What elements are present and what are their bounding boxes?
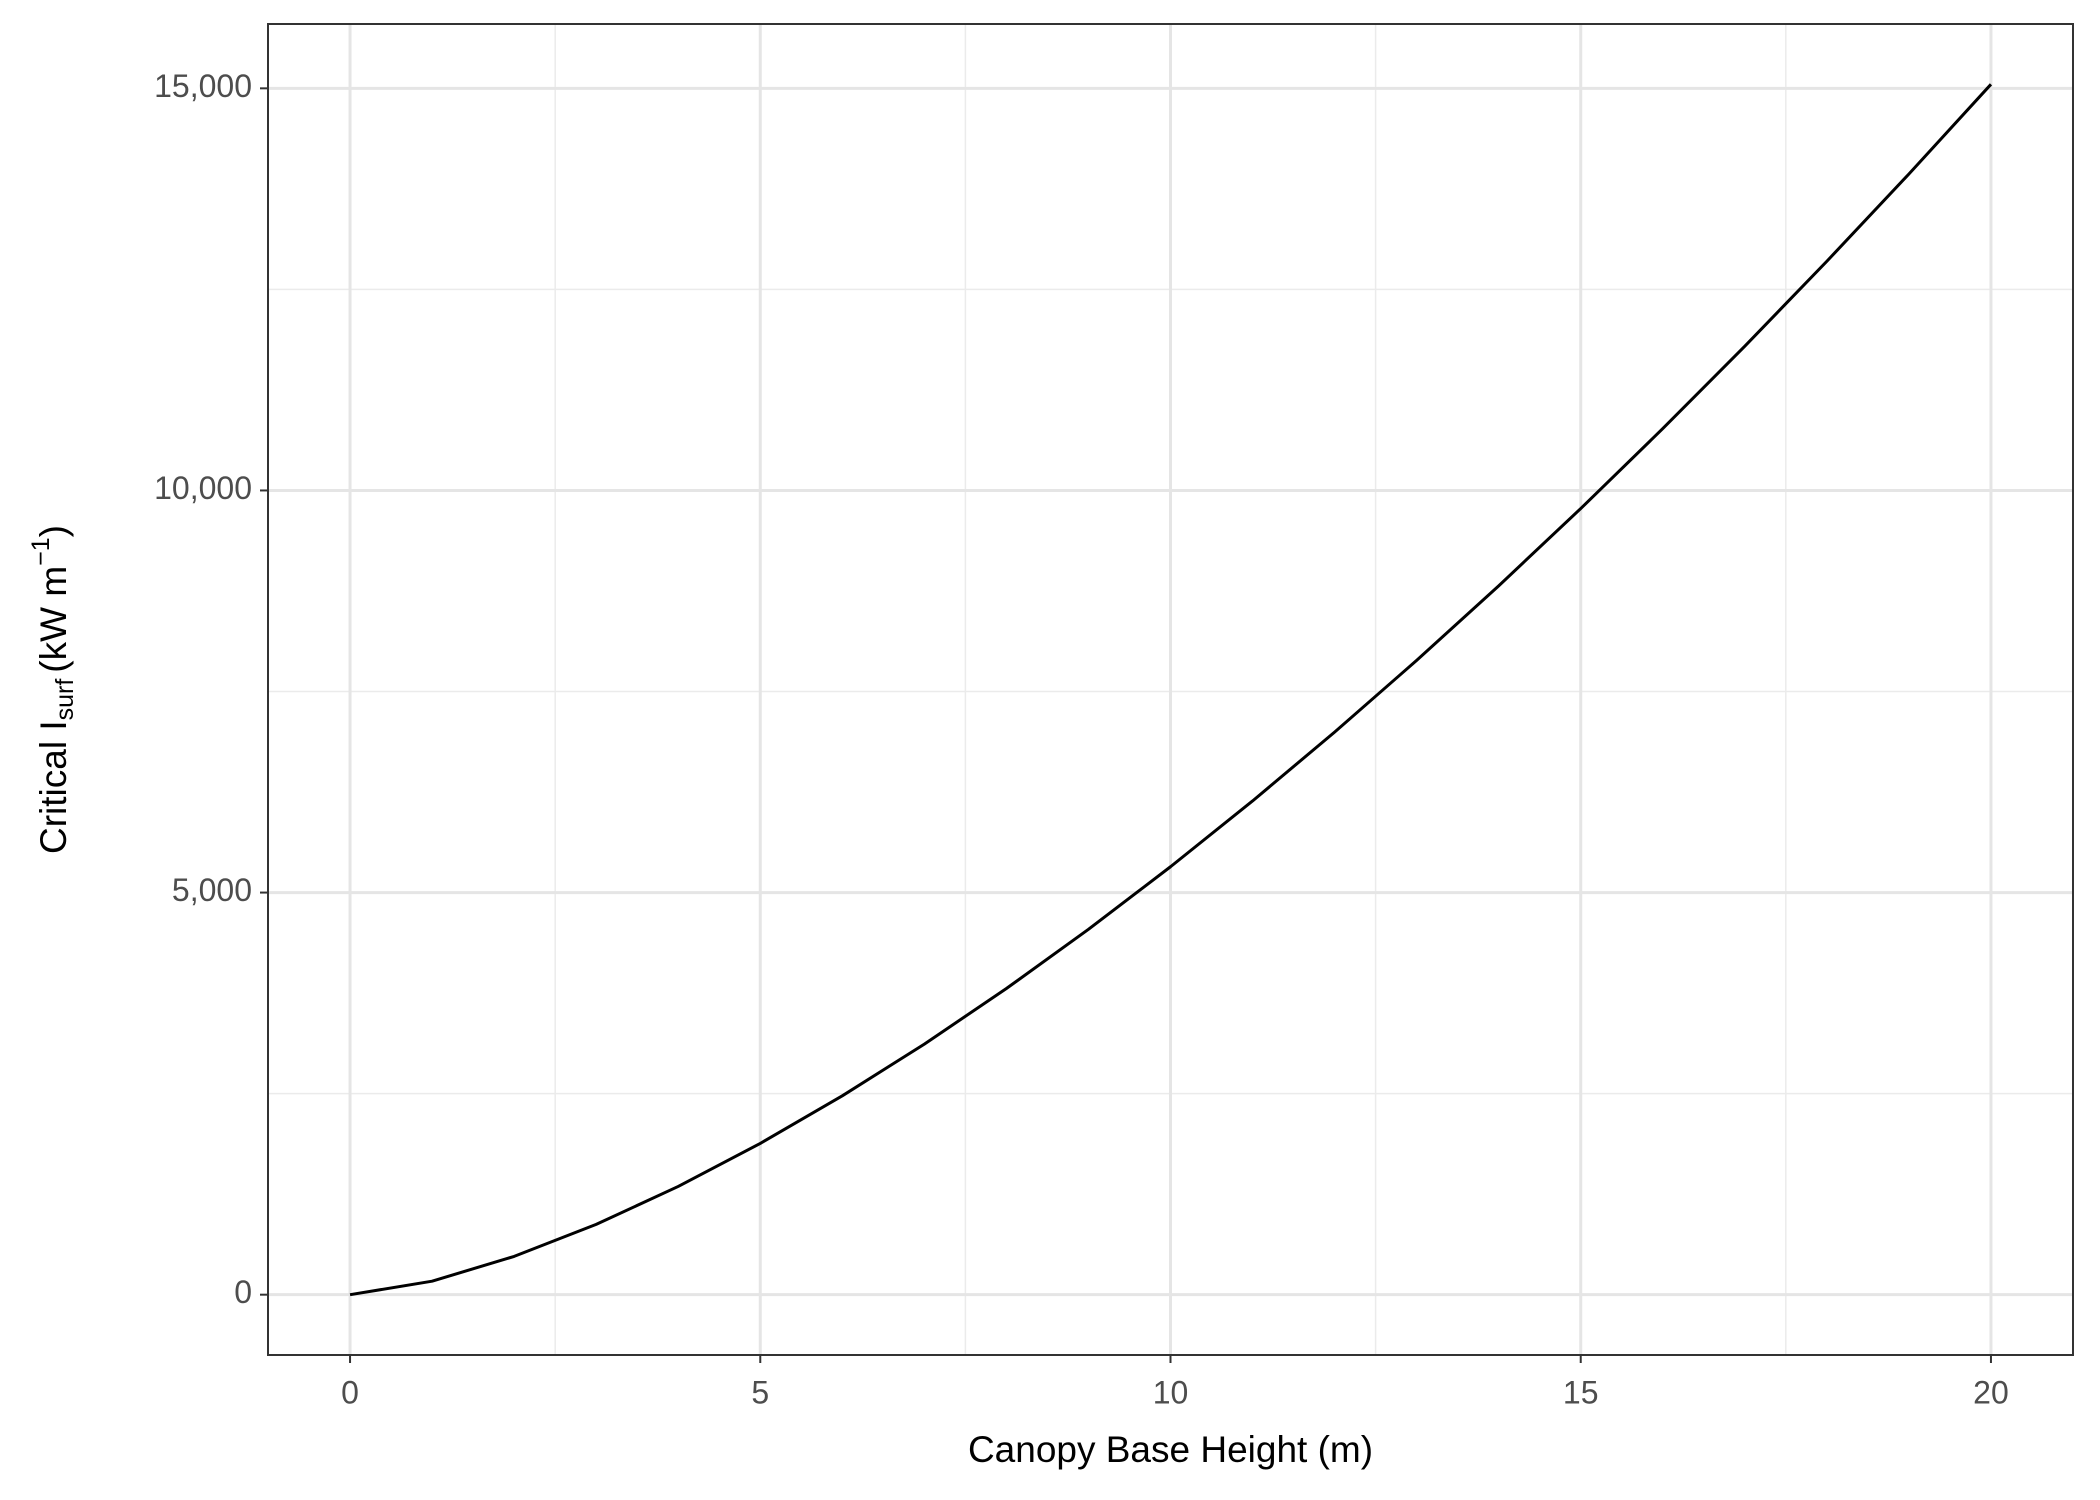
y-axis-title-part: surf <box>51 679 79 721</box>
y-tick-label: 0 <box>234 1274 252 1310</box>
x-tick-label: 0 <box>341 1374 359 1410</box>
x-axis-title: Canopy Base Height (m) <box>968 1429 1373 1470</box>
x-tick-label: 15 <box>1563 1374 1599 1410</box>
y-tick-label: 10,000 <box>154 470 252 506</box>
y-axis-title-part: Critical I <box>33 720 74 854</box>
x-tick-label: 20 <box>1973 1374 2009 1410</box>
y-axis-title: Critical Isurf (kW m−1) <box>27 525 79 854</box>
y-axis-title-part: (kW m <box>33 566 74 673</box>
y-tick-label: 15,000 <box>154 68 252 104</box>
x-tick-label: 5 <box>751 1374 769 1410</box>
panel-border <box>267 23 2074 1356</box>
line <box>349 83 1993 1297</box>
y-axis-title-part: −1 <box>27 537 55 566</box>
x-tick-label: 10 <box>1153 1374 1189 1410</box>
y-axis-title-part: ) <box>33 525 74 537</box>
y-tick-label: 5,000 <box>172 872 252 908</box>
